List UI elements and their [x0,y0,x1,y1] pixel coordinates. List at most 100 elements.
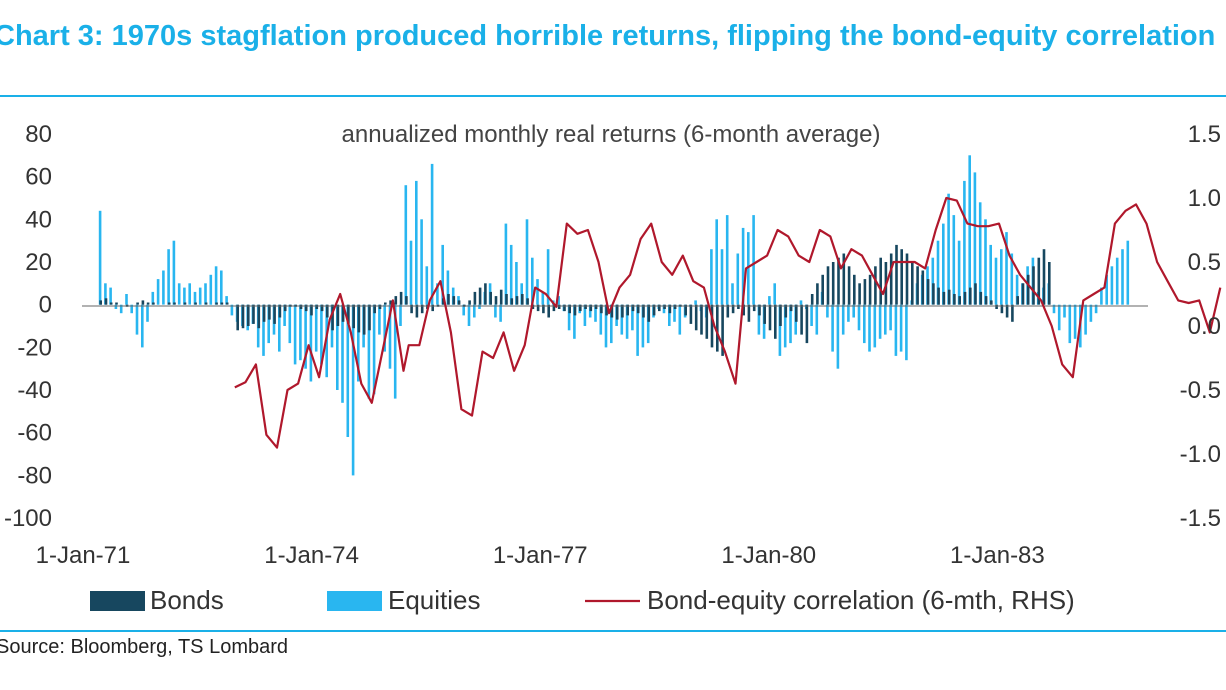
bonds-bar [763,304,766,324]
equities-bar [557,296,560,305]
equities-bar [768,296,771,305]
bonds-bar [705,304,709,339]
equities-bar [525,219,529,305]
equities-bar [741,227,745,305]
bonds-bar [225,302,229,305]
bonds-bar [879,257,882,305]
bonds-bar [452,296,456,305]
left-tick-label: -100 [4,505,52,532]
equities-bar [393,304,397,399]
equities-bar [283,304,286,326]
left-axis-ticks: 80 60 40 20 0 -20 -40 -60 -80 -100 [4,121,52,532]
bonds-bar [642,304,645,318]
equities-bar [1068,304,1072,344]
equities-bar [351,304,355,476]
legend-label-bonds: Bonds [150,585,224,615]
equities-bar [1105,274,1108,305]
bonds-bar [721,304,724,356]
x-tick-label: 1-Jan-77 [493,542,588,569]
bonds-bar [784,304,788,318]
equities-bar [130,304,133,314]
bonds-bar [1005,304,1009,318]
bonds-bar [805,304,809,344]
bonds-bar [979,291,983,305]
equities-bar [736,253,740,305]
bonds-bar [842,253,846,305]
equities-bar [673,304,676,322]
bonds-bar [663,304,666,309]
bonds-bar [1011,304,1014,322]
right-tick-label: -1.0 [1180,441,1221,468]
bonds-bar [731,304,735,314]
bonds-bar [252,304,255,324]
equities-bar [710,249,713,305]
bonds-bar [304,304,308,312]
bonds-bar [394,296,398,305]
bonds-bars [99,244,1051,356]
bonds-bar [1042,249,1046,305]
equities-bar [789,304,792,344]
equities-bar [409,240,413,305]
equities-bar [193,291,197,305]
bonds-bar [821,274,824,305]
bonds-bar [958,296,961,305]
bonds-bar [673,304,677,309]
equities-bar [404,185,408,305]
equities-bar [209,274,213,305]
equities-bar [773,283,776,305]
bonds-bar [109,302,113,305]
left-tick-label: 40 [25,206,52,233]
equities-bar [1126,240,1130,305]
equities-bar [799,300,803,305]
equities-bar [884,304,887,335]
equities-bar [378,304,381,335]
left-tick-label: -60 [17,420,52,447]
bonds-bar [347,304,350,324]
bonds-bar [552,304,556,312]
bonds-bar [573,304,577,316]
equities-bar [515,262,518,305]
equities-bar [119,304,123,314]
correlation-series-line [234,196,1222,449]
bonds-bar [1032,266,1035,305]
equities-bar [220,270,223,305]
bonds-bar [926,279,930,305]
equities-bar [446,270,450,305]
equities-bar [1063,304,1066,318]
right-axis-ticks: 1.5 1.0 0.5 0.0 -0.5 -1.0 -1.5 [1180,121,1221,532]
bonds-bar [257,304,261,329]
equities-bar [457,296,460,305]
equities-bar [531,257,534,305]
equities-bar [731,283,734,305]
bonds-bar [716,304,719,352]
left-tick-label: -80 [17,462,52,489]
equities-bar [783,304,787,348]
equities-bar [167,249,170,305]
bonds-bar [863,279,867,305]
equities-bar [604,304,608,348]
bonds-bar [415,304,419,318]
equities-bar [847,304,850,322]
equities-bar [641,304,645,348]
equities-bar [863,304,866,344]
equities-bar [425,266,429,305]
bonds-bar [278,304,282,318]
equities-bar [567,304,571,331]
equities-bar [826,304,829,318]
bonds-bar [1016,296,1019,305]
bonds-bar [183,302,187,305]
equities-bar [989,244,992,305]
equities-bar [494,304,497,318]
equities-bar [752,215,755,305]
bonds-bar [247,304,250,326]
equities-bar [873,304,877,348]
equities-bar [957,240,961,305]
equities-bar [473,304,476,318]
equities-bar [573,304,576,339]
bonds-bar [647,304,651,322]
bonds-bar [373,304,376,314]
equities-bar [504,223,508,305]
left-tick-label: 60 [25,164,52,191]
bonds-bar [505,294,508,305]
equities-bar [610,304,613,344]
